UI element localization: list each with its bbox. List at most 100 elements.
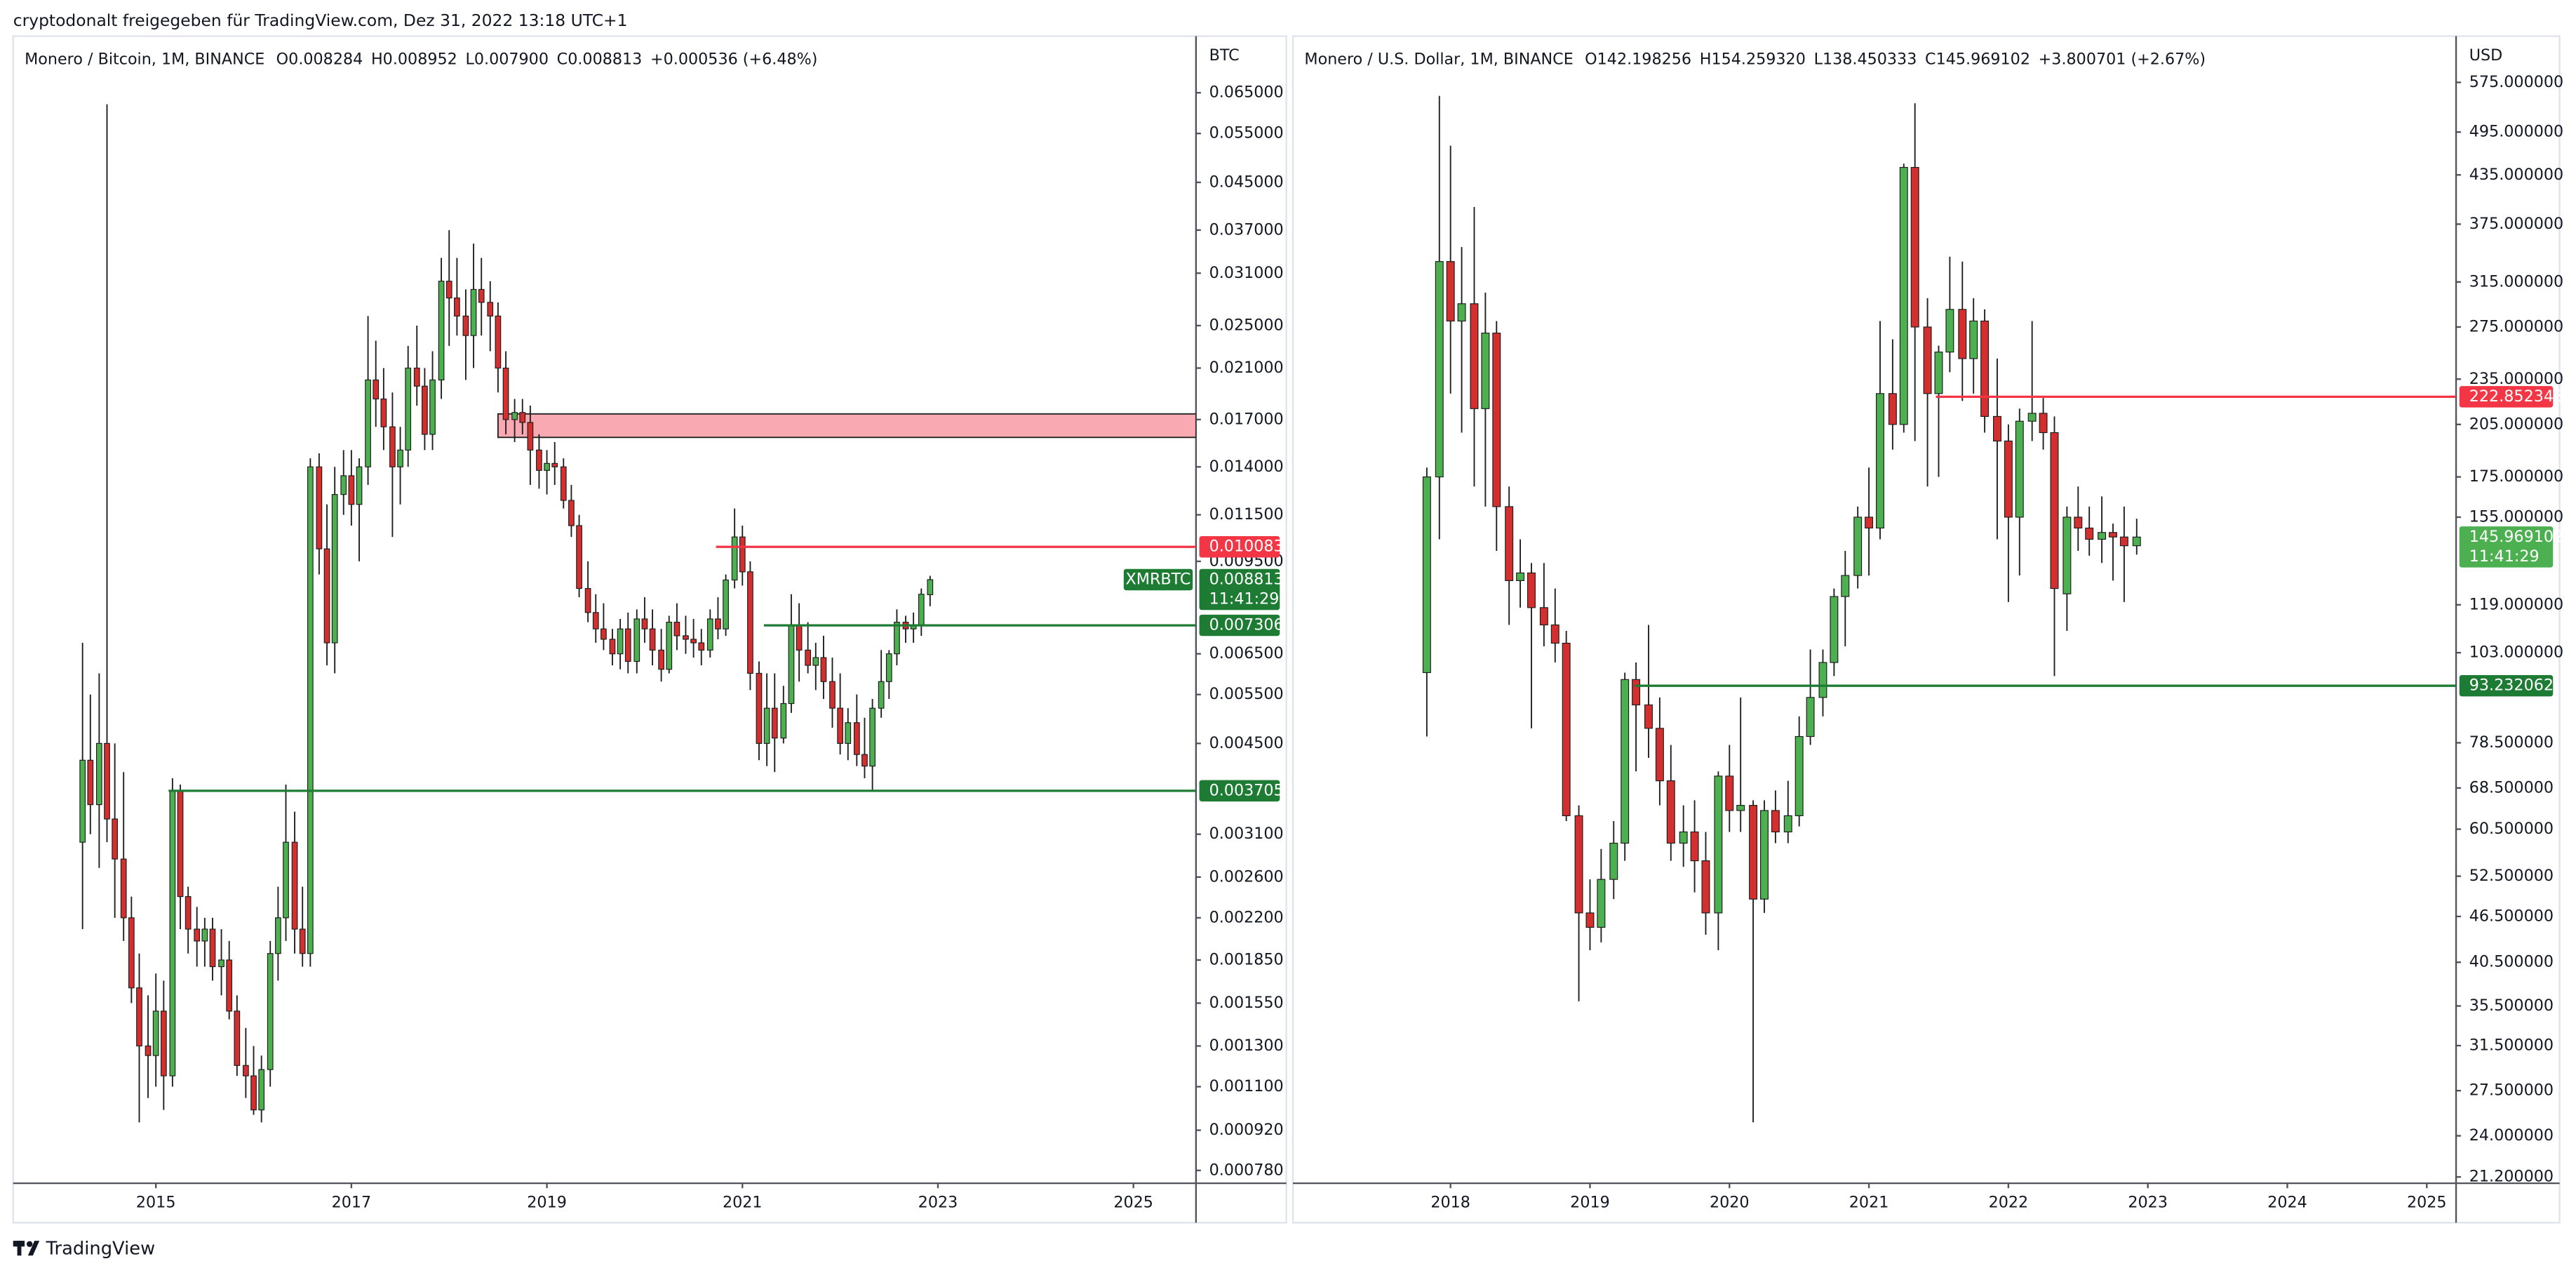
candle-body <box>185 896 192 930</box>
level-label-box <box>1199 780 1280 802</box>
candle-body <box>145 1045 152 1056</box>
candle-body <box>731 536 738 581</box>
candle-body <box>1934 352 1943 394</box>
y-tick-label: 52.500000 <box>2469 867 2554 885</box>
x-tick-label: 2022 <box>1989 1194 2029 1212</box>
candle-body <box>1505 506 1514 581</box>
candle-body <box>283 841 289 919</box>
candle-body <box>1818 662 1827 698</box>
candle-body <box>1795 735 1804 816</box>
last-price-box <box>1199 568 1280 611</box>
y-tick-label: 0.000780 <box>1209 1161 1284 1179</box>
x-tick-label: 2018 <box>1430 1194 1470 1212</box>
candle-body <box>340 475 347 495</box>
pane-frame <box>1292 35 2561 1224</box>
candle-body <box>307 466 314 954</box>
candle-body <box>658 649 664 670</box>
candle-body <box>527 422 534 451</box>
candle-body <box>348 475 355 505</box>
countdown-label: 11:41:29 <box>1209 590 1280 608</box>
candle-body <box>495 315 502 369</box>
legend: Monero / U.S. Dollar, 1M, BINANCE O142.19… <box>1304 50 2206 68</box>
candle-body <box>1585 912 1595 928</box>
legend-value: C0.008813 <box>557 50 643 68</box>
x-tick-label: 2019 <box>527 1194 567 1212</box>
candle-body <box>1527 572 1536 608</box>
candle-body <box>690 639 697 644</box>
legend-value: +3.800701 (+2.67%) <box>2039 50 2206 68</box>
candle-body <box>2132 536 2141 547</box>
chart-pane: USD 575.000000 495.000000 435.000000 375.000… <box>1292 35 2563 1224</box>
candle-body <box>536 449 542 471</box>
y-tick-label: 375.000000 <box>2469 215 2563 233</box>
level-label: 222.852343 <box>2469 387 2563 406</box>
y-tick-label: 78.500000 <box>2469 733 2554 752</box>
candle-body <box>1841 575 1850 597</box>
level-label-box <box>2459 674 2554 697</box>
level-label: 0.010083 <box>1209 538 1284 556</box>
y-tick-label: 0.000920 <box>1209 1121 1284 1139</box>
candle-body <box>234 1011 241 1066</box>
candle-body <box>462 315 469 336</box>
candle-body <box>177 790 184 898</box>
candle-body <box>1446 261 1455 322</box>
candle-body <box>861 754 868 767</box>
share-note: cryptodonalt freigegeben für TradingView… <box>13 11 628 30</box>
candle-body <box>258 1069 265 1111</box>
candle-body <box>829 681 836 709</box>
y-tick-label: 0.017000 <box>1209 410 1284 428</box>
y-tick-label: 275.000000 <box>2469 317 2563 335</box>
candle-body <box>1632 679 1641 706</box>
candle-body <box>609 639 616 655</box>
candle-body <box>878 681 885 709</box>
candle-body <box>2050 432 2059 589</box>
candle-body <box>853 722 860 755</box>
candle-body <box>478 288 485 303</box>
x-tick-label: 2024 <box>2267 1194 2307 1212</box>
candle-body <box>780 702 787 739</box>
candle-body <box>1945 309 1954 353</box>
candle-body <box>243 1065 249 1077</box>
candle-body <box>756 672 763 744</box>
candle-body <box>323 548 330 644</box>
candle-body <box>845 722 852 744</box>
candle-body <box>894 622 900 655</box>
candle-body <box>568 500 575 526</box>
x-tick-label: 2025 <box>2407 1194 2447 1212</box>
x-tick-label: 2019 <box>1570 1194 1610 1212</box>
x-tick-label: 2017 <box>332 1194 372 1212</box>
candle-body <box>584 587 591 613</box>
legend-value: H0.008952 <box>371 50 457 68</box>
candle-body <box>373 379 380 400</box>
candle-body <box>624 628 631 662</box>
candle-body <box>715 618 721 629</box>
symbol-tag: XMRBTC <box>1126 570 1191 588</box>
candle-body <box>1969 320 1978 359</box>
y-tick-label: 0.025000 <box>1209 316 1284 334</box>
last-price-label: 145.969102 <box>2469 528 2563 546</box>
candle-body <box>487 302 494 316</box>
candle-body <box>551 462 558 467</box>
candle-body <box>788 625 795 705</box>
candle-body <box>365 379 371 467</box>
candle-body <box>128 917 135 989</box>
candle-body <box>152 1011 159 1056</box>
candle-body <box>201 928 208 942</box>
level-label-box <box>1199 614 1280 636</box>
y-tick-label: 0.011500 <box>1209 505 1284 524</box>
candle-body <box>1749 805 1758 900</box>
candle-body <box>331 494 338 644</box>
candle-body <box>209 928 216 968</box>
legend: Monero / Bitcoin, 1M, BINANCE O0.008284 H0… <box>25 50 817 68</box>
candle-body <box>617 628 624 655</box>
candle-body <box>812 657 819 666</box>
y-tick-label: 46.500000 <box>2469 907 2554 925</box>
last-price-label: 0.008813 <box>1209 570 1284 588</box>
y-tick-label: 435.000000 <box>2469 166 2563 184</box>
y-tick-label: 0.021000 <box>1209 359 1284 377</box>
candle-body <box>1574 815 1583 914</box>
legend-symbol: Monero / Bitcoin, 1M, BINANCE <box>25 50 264 68</box>
level-label-box <box>1199 536 1280 558</box>
y-tick-label: 40.500000 <box>2469 953 2554 971</box>
candle-body <box>112 818 119 860</box>
